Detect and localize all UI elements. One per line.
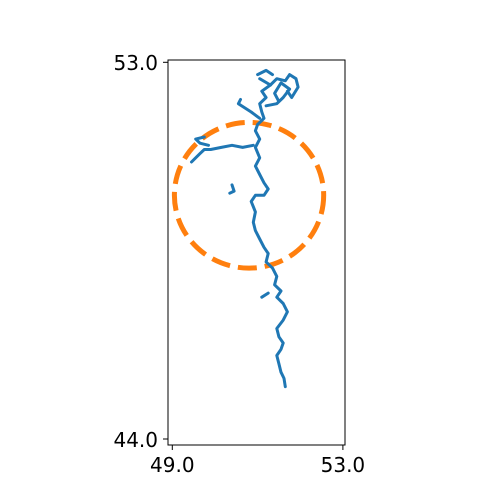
plot-area <box>167 59 346 446</box>
x-tick-label: 53.0 <box>321 453 366 477</box>
y-tick-label: 53.0 <box>113 51 158 75</box>
track-line <box>249 77 289 389</box>
axes-frame <box>167 59 346 446</box>
track-line <box>236 98 262 120</box>
track-line <box>268 73 300 99</box>
track-line <box>256 68 274 77</box>
track-line <box>260 291 270 299</box>
y-tick-label: 44.0 <box>113 428 158 452</box>
track-line <box>190 143 255 164</box>
x-tick-label: 49.0 <box>150 453 195 477</box>
track-line <box>194 135 210 147</box>
x-axis: 49.0 53.0 <box>150 445 365 477</box>
y-axis: 53.0 44.0 <box>113 51 168 452</box>
circle-marker <box>171 119 327 271</box>
series-layer <box>171 68 327 389</box>
track-line <box>228 183 236 195</box>
track-line <box>264 81 292 108</box>
